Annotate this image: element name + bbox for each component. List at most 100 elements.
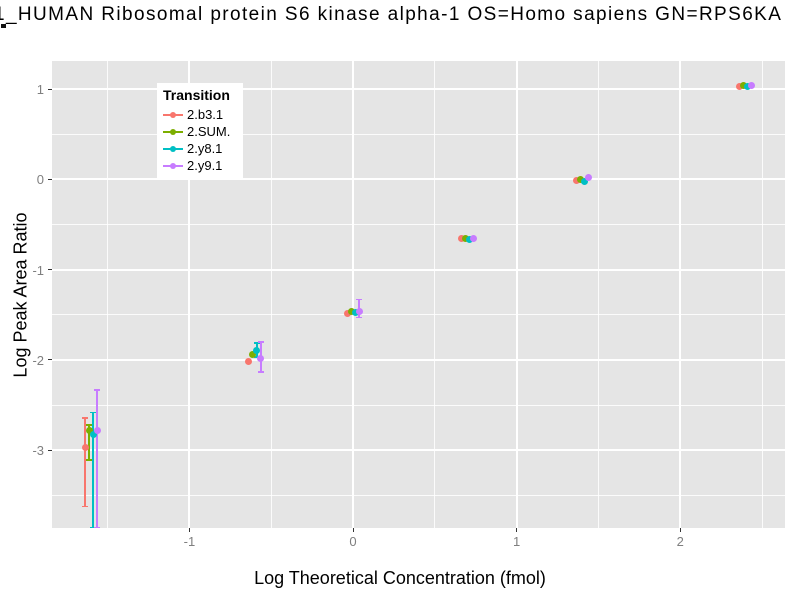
legend-key-dot (170, 162, 176, 169)
y-tick-label: 0 (36, 172, 44, 188)
data-point (89, 430, 97, 438)
data-point (355, 307, 363, 315)
data-point (470, 234, 478, 242)
x-minor-gridline (270, 61, 272, 528)
x-tick-label: 1 (513, 534, 521, 549)
error-bar-stem (96, 389, 99, 528)
x-minor-gridline (107, 61, 109, 528)
legend-key-errorbar-icon (163, 109, 183, 121)
y-tick-label: -2 (32, 352, 44, 368)
data-point (458, 235, 466, 243)
error-bar-cap-bottom (90, 527, 97, 528)
data-point (93, 426, 101, 434)
y-minor-gridline (52, 223, 785, 225)
error-bar-stem (92, 412, 95, 528)
x-major-gridline (188, 61, 191, 528)
data-point (85, 426, 93, 434)
legend-key-errorbar-icon (163, 160, 183, 172)
legend-key-dot (170, 145, 176, 152)
data-point (576, 175, 584, 183)
legend-entry-label: 2.SUM. (187, 124, 231, 139)
error-bar-cap-top (90, 411, 97, 414)
x-tick-mark (516, 528, 518, 532)
x-minor-gridline (434, 61, 436, 528)
error-bar-stem (88, 425, 91, 461)
error-bar-cap-bottom (94, 527, 101, 528)
y-major-gridline (52, 88, 785, 90)
y-major-gridline (52, 178, 785, 181)
x-major-gridline (679, 61, 682, 528)
y-minor-gridline (52, 404, 785, 406)
error-bar-cap-bottom (253, 356, 260, 359)
legend-entry-label: 2.y8.1 (187, 141, 223, 156)
error-bar-cap-top (94, 388, 101, 391)
x-tick-mark (352, 528, 354, 532)
x-axis-title: Log Theoretical Concentration (fmol) (254, 568, 546, 588)
data-point (584, 174, 592, 182)
y-minor-gridline (52, 314, 785, 316)
data-point (580, 177, 588, 185)
error-bar-cap-top (257, 341, 264, 343)
y-major-gridline (52, 268, 785, 271)
title-left-clipped-glyph (1, 24, 6, 28)
data-point (744, 82, 752, 90)
y-tick-mark (48, 269, 52, 271)
data-point (81, 444, 89, 452)
legend-entry: 2.SUM. (163, 123, 237, 140)
x-tick-mark (188, 528, 190, 532)
chart-title-text: 1_HUMAN Ribosomal protein S6 kinase alph… (0, 4, 783, 25)
legend-entry: 2.y8.1 (163, 140, 237, 157)
x-major-gridline (352, 61, 355, 528)
error-bar-cap-bottom (82, 505, 89, 508)
legend-entries: 2.b3.1 2.SUM. 2.y8.1 2.y9.1 (163, 106, 237, 174)
y-tick-mark (48, 359, 52, 361)
data-point (572, 176, 580, 184)
y-tick-mark (48, 178, 52, 180)
x-tick-label: 0 (349, 534, 357, 549)
data-point (351, 308, 359, 316)
chart-title: 1_HUMAN Ribosomal protein S6 kinase alph… (0, 4, 800, 36)
y-tick-mark (48, 88, 52, 90)
error-bar-cap-top (253, 342, 260, 344)
data-point (245, 358, 253, 366)
legend-key-dot (170, 111, 176, 118)
legend-title: Transition (163, 87, 230, 103)
legend-entry: 2.b3.1 (163, 106, 237, 123)
data-point (740, 81, 748, 89)
data-point (253, 346, 261, 354)
legend-box: Transition 2.b3.1 2.SUM. 2.y8.1 2.y9.1 (157, 83, 243, 180)
legend-entry-label: 2.b3.1 (187, 107, 224, 122)
legend-entry-label: 2.y9.1 (187, 158, 223, 173)
error-bar-cap-bottom (86, 459, 93, 462)
y-tick-label: 1 (36, 82, 44, 97)
data-point (257, 354, 265, 362)
y-major-gridline (52, 449, 785, 452)
x-tick-label: 2 (676, 534, 684, 549)
data-point (736, 82, 744, 90)
error-bar-cap-bottom (356, 316, 363, 319)
legend-key-errorbar-icon (163, 143, 183, 155)
data-point (249, 351, 257, 359)
legend-key-errorbar-icon (163, 126, 183, 138)
data-point (466, 236, 474, 244)
y-tick-label: -3 (32, 443, 44, 459)
y-major-gridline (52, 358, 785, 361)
x-tick-label: -1 (183, 534, 196, 549)
error-bar-cap-top (356, 298, 363, 301)
error-bar-cap-top (82, 416, 89, 419)
y-tick-label: -1 (32, 262, 44, 278)
data-point (347, 307, 355, 315)
x-minor-gridline (597, 61, 599, 528)
x-minor-gridline (761, 61, 763, 528)
y-minor-gridline (52, 133, 785, 135)
error-bar-cap-top (86, 424, 93, 426)
error-bar-cap-bottom (257, 370, 264, 373)
data-point (462, 234, 470, 242)
data-point (343, 309, 351, 317)
error-bar-stem (84, 417, 87, 507)
x-tick-mark (679, 528, 681, 532)
x-major-gridline (515, 61, 518, 528)
legend-key-dot (170, 128, 176, 135)
data-point (748, 81, 756, 89)
